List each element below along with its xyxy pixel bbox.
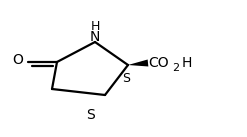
Text: 2: 2 [172,63,179,73]
Text: H: H [182,56,192,70]
Text: CO: CO [148,56,169,70]
Text: O: O [13,53,23,67]
Text: H: H [90,21,100,34]
Text: N: N [90,30,100,44]
Polygon shape [128,59,148,66]
Text: S: S [86,108,94,122]
Text: S: S [122,72,130,85]
